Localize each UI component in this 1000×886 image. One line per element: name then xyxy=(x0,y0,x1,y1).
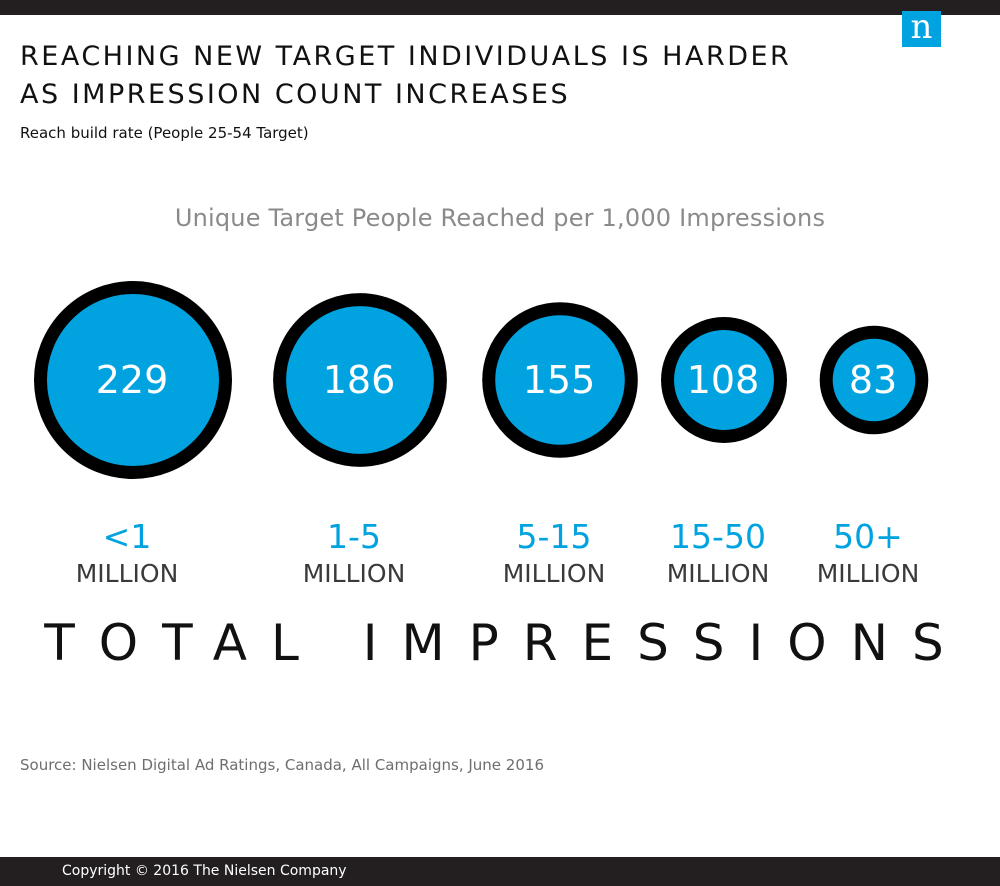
category-unit-label-1: MILLION xyxy=(76,559,179,588)
bubble-value-label-5: 83 xyxy=(849,358,897,402)
category-range-label-2: 1-5 xyxy=(327,517,381,556)
bubble-value-label-1: 229 xyxy=(96,358,169,402)
x-axis-title: TOTAL IMPRESSIONS xyxy=(44,614,968,672)
category-unit-label-2: MILLION xyxy=(303,559,406,588)
bubble-value-label-2: 186 xyxy=(323,358,396,402)
chart-title: REACHING NEW TARGET INDIVIDUALS IS HARDE… xyxy=(20,38,880,114)
source-note: Source: Nielsen Digital Ad Ratings, Cana… xyxy=(20,756,544,774)
category-unit-label-5: MILLION xyxy=(817,559,920,588)
bubble-1 xyxy=(34,281,232,479)
chart-title-line-2: AS IMPRESSION COUNT INCREASES xyxy=(20,79,571,110)
bubble-5 xyxy=(819,325,929,435)
category-unit-label-4: MILLION xyxy=(667,559,770,588)
category-range-label-5: 50+ xyxy=(833,517,903,556)
nielsen-logo-icon: n xyxy=(902,10,941,47)
bubble-2 xyxy=(273,293,447,467)
top-bar xyxy=(0,0,1000,15)
chart-title-line-1: REACHING NEW TARGET INDIVIDUALS IS HARDE… xyxy=(20,41,792,72)
category-unit-label-3: MILLION xyxy=(503,559,606,588)
footer-bar: Copyright © 2016 The Nielsen Company xyxy=(0,857,1000,886)
chart-subtitle: Reach build rate (People 25-54 Target) xyxy=(20,124,309,142)
bubble-value-label-4: 108 xyxy=(687,358,760,402)
category-range-label-1: <1 xyxy=(103,517,152,556)
category-range-label-3: 5-15 xyxy=(517,517,592,556)
bubble-4 xyxy=(661,317,787,443)
bubble-3 xyxy=(482,302,638,458)
category-range-label-4: 15-50 xyxy=(670,517,766,556)
metric-label: Unique Target People Reached per 1,000 I… xyxy=(174,204,826,232)
copyright-text: Copyright © 2016 The Nielsen Company xyxy=(62,863,347,879)
bubble-value-label-3: 155 xyxy=(523,358,596,402)
